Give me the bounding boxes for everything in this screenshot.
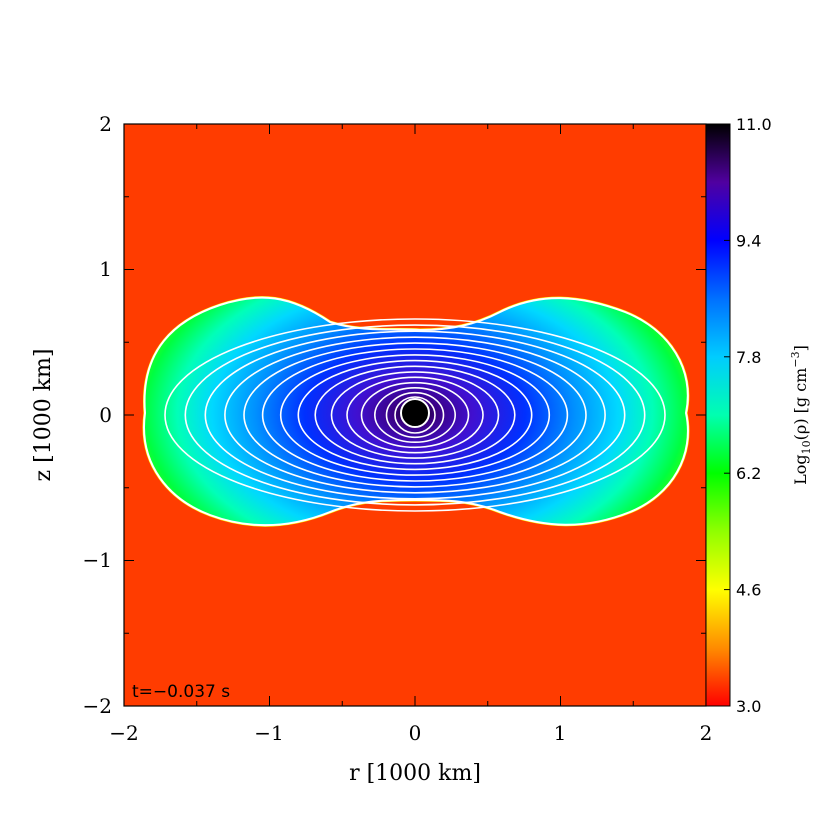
contour-line bbox=[243, 342, 587, 488]
colorbar-tick-label: 3.0 bbox=[736, 697, 761, 716]
contour-line bbox=[204, 330, 626, 500]
contour-line bbox=[164, 318, 666, 512]
x-tick-label: −1 bbox=[254, 721, 283, 745]
colorbar-tick-label: 9.4 bbox=[736, 231, 761, 250]
colorbar-tick-label: 11.0 bbox=[736, 115, 772, 134]
contour-line bbox=[360, 381, 470, 449]
core bbox=[400, 398, 430, 428]
contour-line bbox=[261, 348, 569, 482]
y-tick-label: −1 bbox=[83, 548, 112, 572]
colorbar-tick-label: 7.8 bbox=[736, 348, 761, 367]
density-region-outline bbox=[143, 296, 689, 527]
x-tick-label: 2 bbox=[700, 721, 713, 745]
contour-line bbox=[297, 359, 533, 471]
contour-line bbox=[224, 336, 606, 494]
y-tick-label: −2 bbox=[83, 694, 112, 718]
colorbar-tick-label: 4.6 bbox=[736, 581, 761, 600]
colorbar-title: Log10(ρ) [g cm−3] bbox=[789, 345, 813, 485]
contour-lines bbox=[164, 318, 666, 512]
contour-line bbox=[394, 396, 436, 434]
contour-line bbox=[184, 324, 646, 506]
contour-line bbox=[385, 391, 445, 439]
x-tick-label: 0 bbox=[409, 721, 422, 745]
colorbar-ticks bbox=[724, 123, 730, 707]
contour-line bbox=[330, 371, 500, 459]
contour-line bbox=[314, 365, 516, 465]
colorbar-tick-label: 6.2 bbox=[736, 464, 761, 483]
y-tick-label: 1 bbox=[99, 257, 112, 281]
x-tick-label: 1 bbox=[554, 721, 567, 745]
colorbar bbox=[705, 123, 731, 707]
x-tick-label: −2 bbox=[109, 721, 138, 745]
y-tick-label: 2 bbox=[99, 112, 112, 136]
contour-line bbox=[279, 354, 551, 476]
contour-line bbox=[373, 386, 456, 443]
contour-line bbox=[346, 376, 484, 454]
x-axis-title: r [1000 km] bbox=[349, 761, 481, 786]
y-axis-title: z [1000 km] bbox=[31, 349, 56, 482]
colorbar-tick-labels: 11.0 9.4 7.8 6.2 4.6 3.0 bbox=[736, 115, 772, 716]
time-annotation: t=−0.037 s bbox=[132, 682, 230, 702]
y-tick-label: 0 bbox=[99, 403, 112, 427]
